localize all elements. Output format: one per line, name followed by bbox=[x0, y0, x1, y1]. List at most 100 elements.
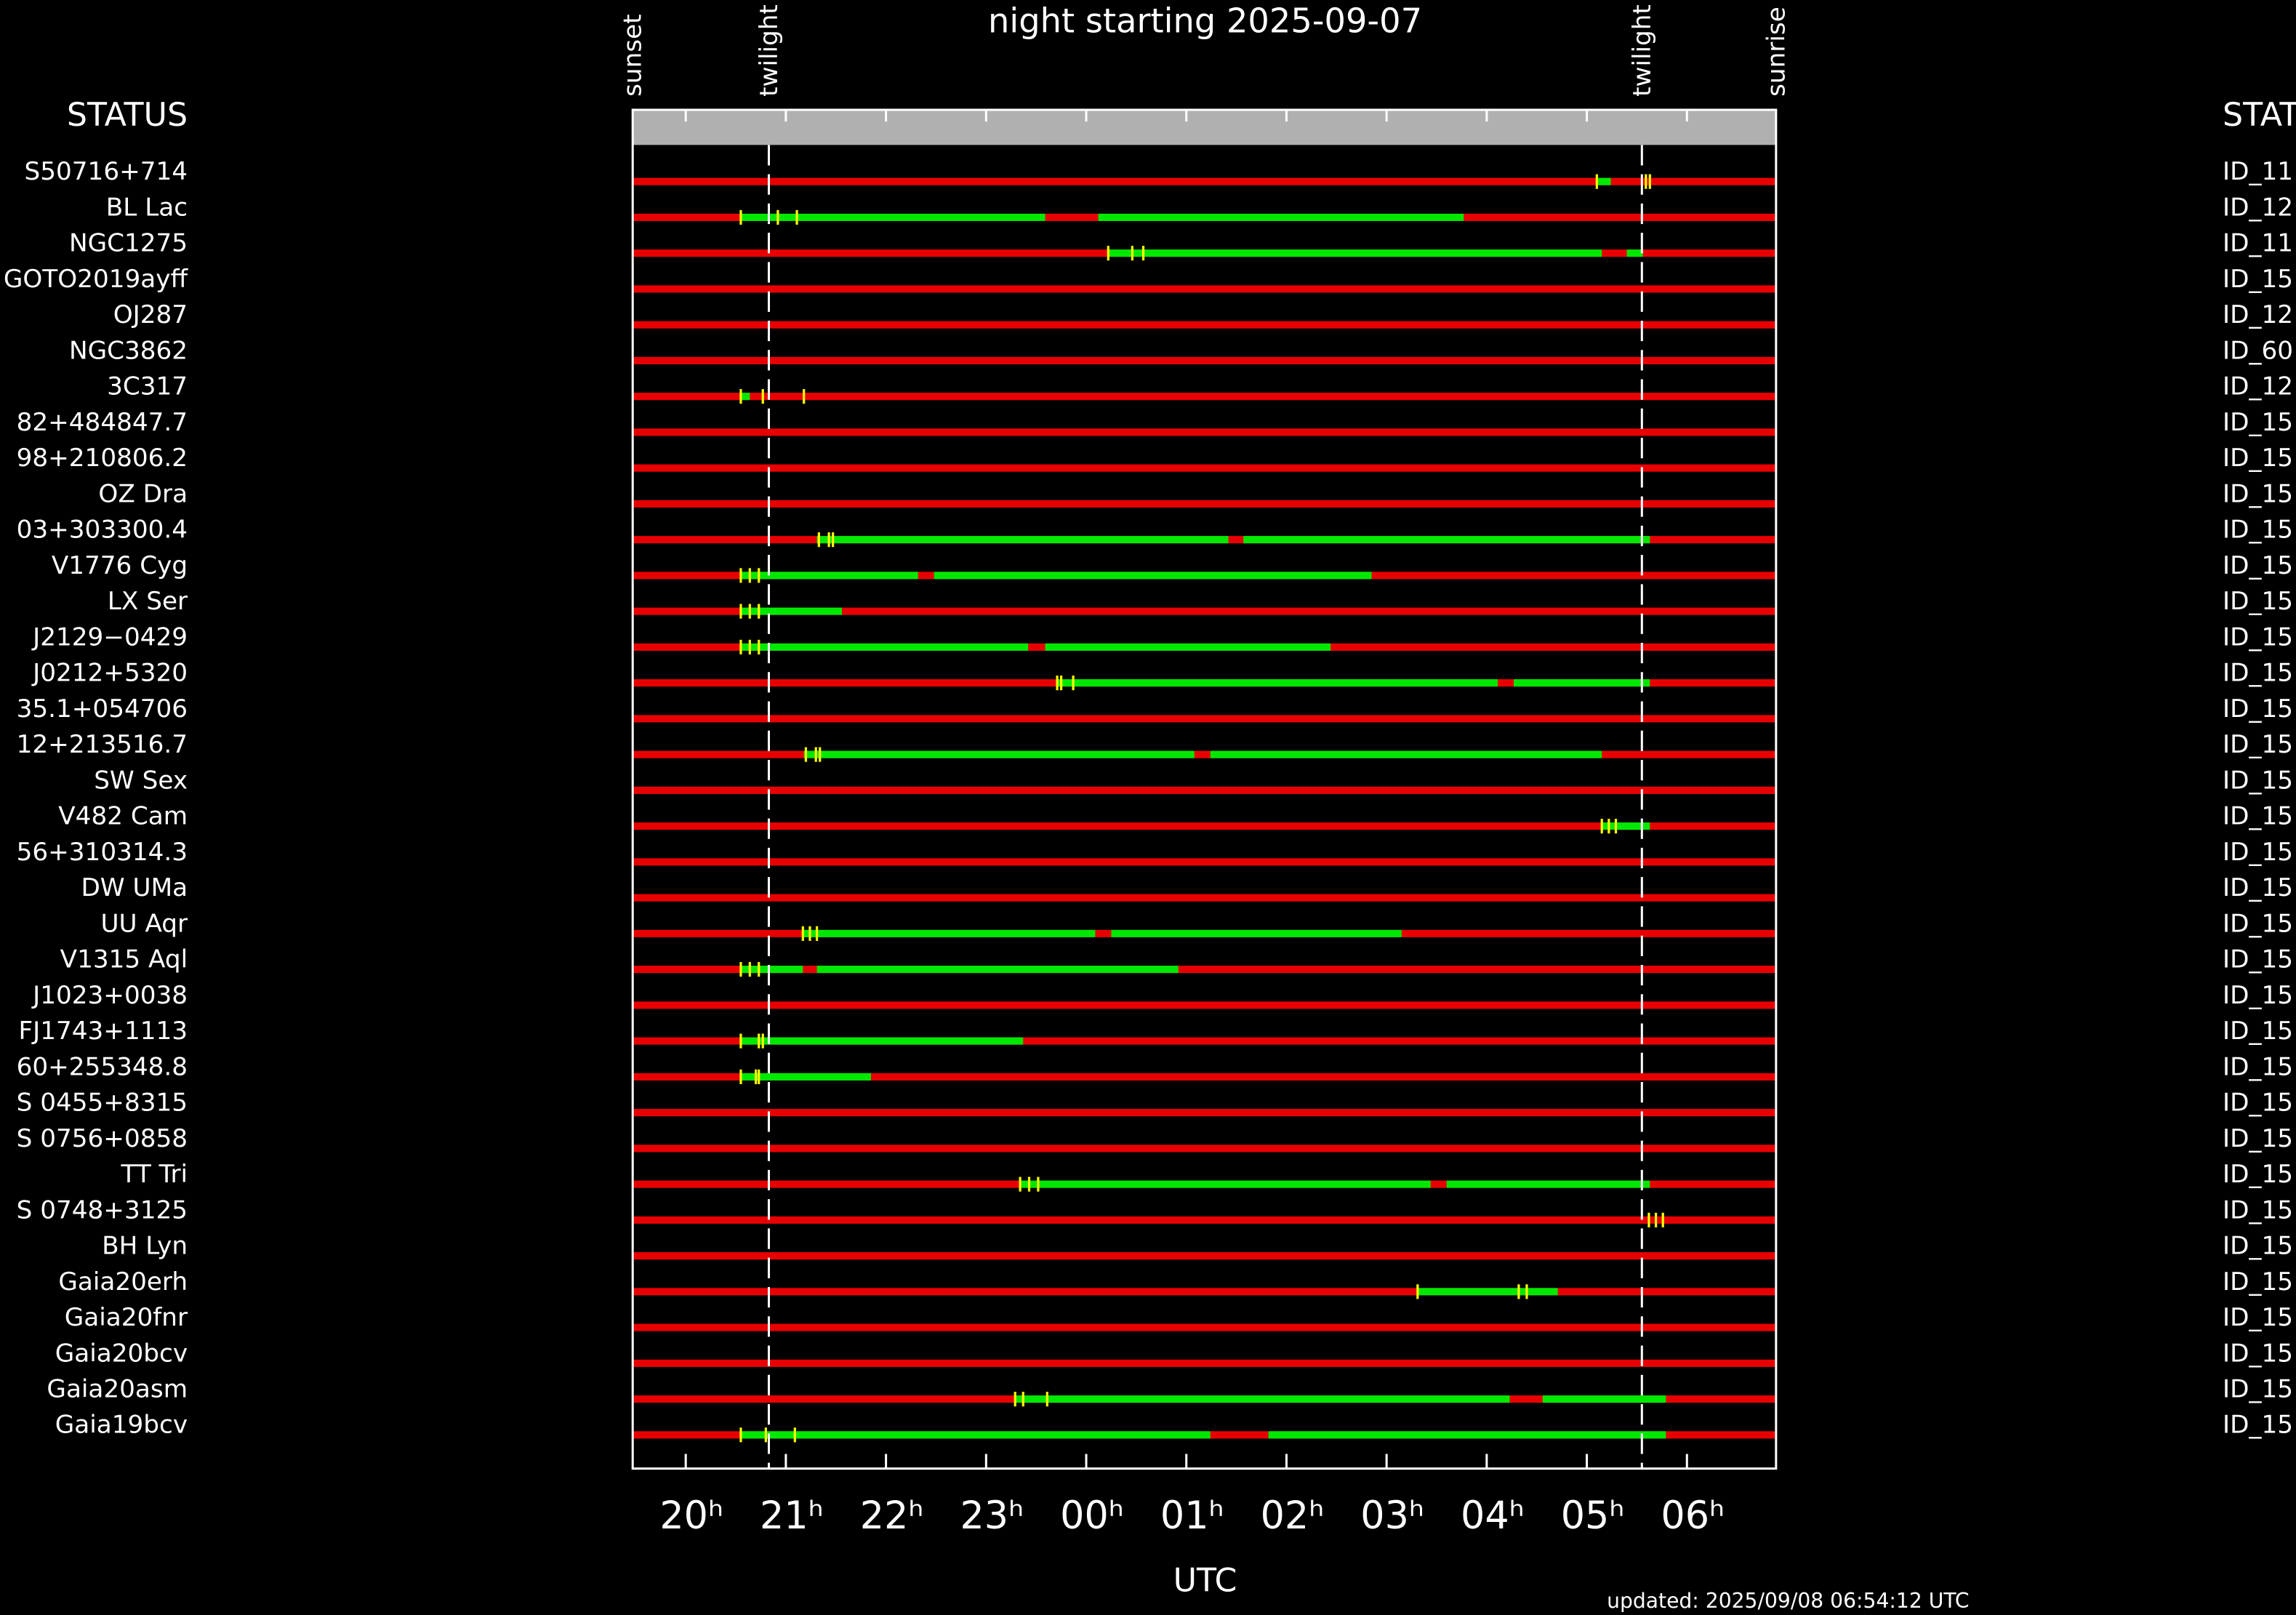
target-id: ID_15 bbox=[2223, 622, 2293, 652]
observable-segment bbox=[740, 393, 750, 401]
unobservable-bar bbox=[633, 1323, 1776, 1331]
target-name: S 0455+8315 bbox=[17, 1089, 188, 1118]
target-name: TT Tri bbox=[121, 1160, 188, 1189]
target-id: ID_15 bbox=[2223, 587, 2293, 616]
unobservable-bar bbox=[633, 177, 1776, 185]
target-name: 60+255348.8 bbox=[17, 1052, 188, 1081]
unobservable-bar bbox=[633, 1288, 1776, 1296]
observable-segment bbox=[1514, 679, 1650, 687]
target-id: ID_15 bbox=[2223, 265, 2293, 294]
target-id: ID_15 bbox=[2223, 766, 2293, 795]
x-tick-label: 06ʰ bbox=[1661, 1494, 1725, 1538]
unobservable-bar bbox=[633, 464, 1776, 472]
target-id: ID_15 bbox=[2223, 1411, 2293, 1440]
unobservable-bar bbox=[633, 966, 1776, 974]
target-name: SW Sex bbox=[94, 766, 188, 795]
x-tick-label: 03ʰ bbox=[1360, 1494, 1424, 1538]
observable-segment bbox=[740, 966, 803, 974]
footer: updated: 2025/09/08 06:54:12 UTC bbox=[1607, 1589, 1970, 1613]
target-id: ID_15 bbox=[2223, 909, 2293, 938]
target-name: Gaia20erh bbox=[58, 1267, 188, 1297]
target-id: ID_15 bbox=[2223, 479, 2293, 508]
observable-segment bbox=[1210, 750, 1602, 758]
unobservable-bar bbox=[633, 428, 1776, 436]
unobservable-bar bbox=[633, 1001, 1776, 1009]
unobservable-bar bbox=[633, 356, 1776, 364]
target-name: S 0748+3125 bbox=[17, 1195, 188, 1225]
observable-segment bbox=[1057, 679, 1498, 687]
observable-segment bbox=[803, 929, 1096, 937]
observable-segment bbox=[934, 572, 1372, 580]
target-name: 98+210806.2 bbox=[17, 444, 188, 473]
target-name: OJ287 bbox=[113, 300, 188, 329]
observable-segment bbox=[1108, 249, 1602, 257]
unobservable-bar bbox=[633, 1073, 1776, 1081]
observable-segment bbox=[740, 1431, 1211, 1439]
target-name: 82+484847.7 bbox=[17, 408, 188, 437]
target-id: ID_15 bbox=[2223, 730, 2293, 759]
observable-segment bbox=[740, 572, 918, 580]
target-id: ID_15 bbox=[2223, 408, 2293, 437]
observable-segment bbox=[1268, 1431, 1666, 1439]
event-label: twilight bbox=[755, 4, 784, 97]
observable-segment bbox=[1446, 1180, 1650, 1188]
target-id: ID_15 bbox=[2223, 1089, 2293, 1118]
observable-segment bbox=[740, 643, 1029, 651]
unobservable-bar bbox=[633, 894, 1776, 902]
observable-segment bbox=[1602, 822, 1650, 830]
target-id: ID_15 bbox=[2223, 1160, 2293, 1189]
target-name: UU Aqr bbox=[101, 909, 188, 938]
event-label: sunrise bbox=[1762, 7, 1791, 97]
x-tick-label: 00ʰ bbox=[1060, 1494, 1124, 1538]
target-id: ID_15 bbox=[2223, 1339, 2293, 1368]
unobservable-bar bbox=[633, 822, 1776, 830]
x-axis-label: UTC bbox=[1173, 1563, 1237, 1600]
target-name: NGC1275 bbox=[69, 229, 188, 258]
target-name: DW UMa bbox=[81, 873, 188, 902]
target-id: ID_15 bbox=[2223, 1232, 2293, 1261]
target-id: ID_15 bbox=[2223, 516, 2293, 545]
target-id: ID_15 bbox=[2223, 1374, 2293, 1403]
observable-segment bbox=[740, 1037, 1024, 1045]
observable-segment bbox=[1243, 536, 1650, 544]
unobservable-bar bbox=[633, 393, 1776, 401]
target-id: ID_15 bbox=[2223, 694, 2293, 724]
target-id: ID_15 bbox=[2223, 1303, 2293, 1332]
observable-segment bbox=[1045, 643, 1331, 651]
target-id: ID_15 bbox=[2223, 873, 2293, 902]
unobservable-bar bbox=[633, 285, 1776, 293]
target-name: S50716+714 bbox=[25, 157, 188, 186]
target-id: ID_15 bbox=[2223, 802, 2293, 831]
target-id: ID_12 bbox=[2223, 193, 2293, 222]
observable-segment bbox=[1595, 177, 1611, 185]
target-id: ID_12 bbox=[2223, 372, 2293, 401]
target-name: OZ Dra bbox=[98, 479, 188, 508]
observable-segment bbox=[816, 536, 1229, 544]
target-name: Gaia20asm bbox=[47, 1374, 188, 1403]
target-name: Gaia20fnr bbox=[65, 1303, 188, 1332]
target-id: ID_15 bbox=[2223, 1052, 2293, 1081]
observable-segment bbox=[740, 1073, 871, 1081]
x-tick-label: 23ʰ bbox=[960, 1494, 1024, 1538]
event-label: sunset bbox=[619, 14, 648, 97]
x-tick-label: 04ʰ bbox=[1461, 1494, 1525, 1538]
target-name: LX Ser bbox=[108, 587, 188, 616]
observable-segment bbox=[1098, 213, 1464, 221]
observable-segment bbox=[1417, 1288, 1558, 1296]
target-name: Gaia20bcv bbox=[55, 1339, 188, 1368]
observable-segment bbox=[1542, 1395, 1666, 1403]
x-tick-label: 20ʰ bbox=[659, 1494, 723, 1538]
target-name: J1023+0038 bbox=[31, 981, 188, 1010]
target-id: ID_15 bbox=[2223, 551, 2293, 580]
unobservable-bar bbox=[633, 858, 1776, 866]
unobservable-bar bbox=[633, 1145, 1776, 1153]
target-name: S 0756+0858 bbox=[17, 1124, 188, 1153]
target-id: ID_15 bbox=[2223, 659, 2293, 688]
target-name: J0212+5320 bbox=[31, 659, 188, 688]
unobservable-bar bbox=[633, 1109, 1776, 1117]
observable-segment bbox=[1111, 929, 1402, 937]
target-name: 35.1+054706 bbox=[17, 694, 188, 724]
right-header: STAT bbox=[2223, 97, 2296, 134]
